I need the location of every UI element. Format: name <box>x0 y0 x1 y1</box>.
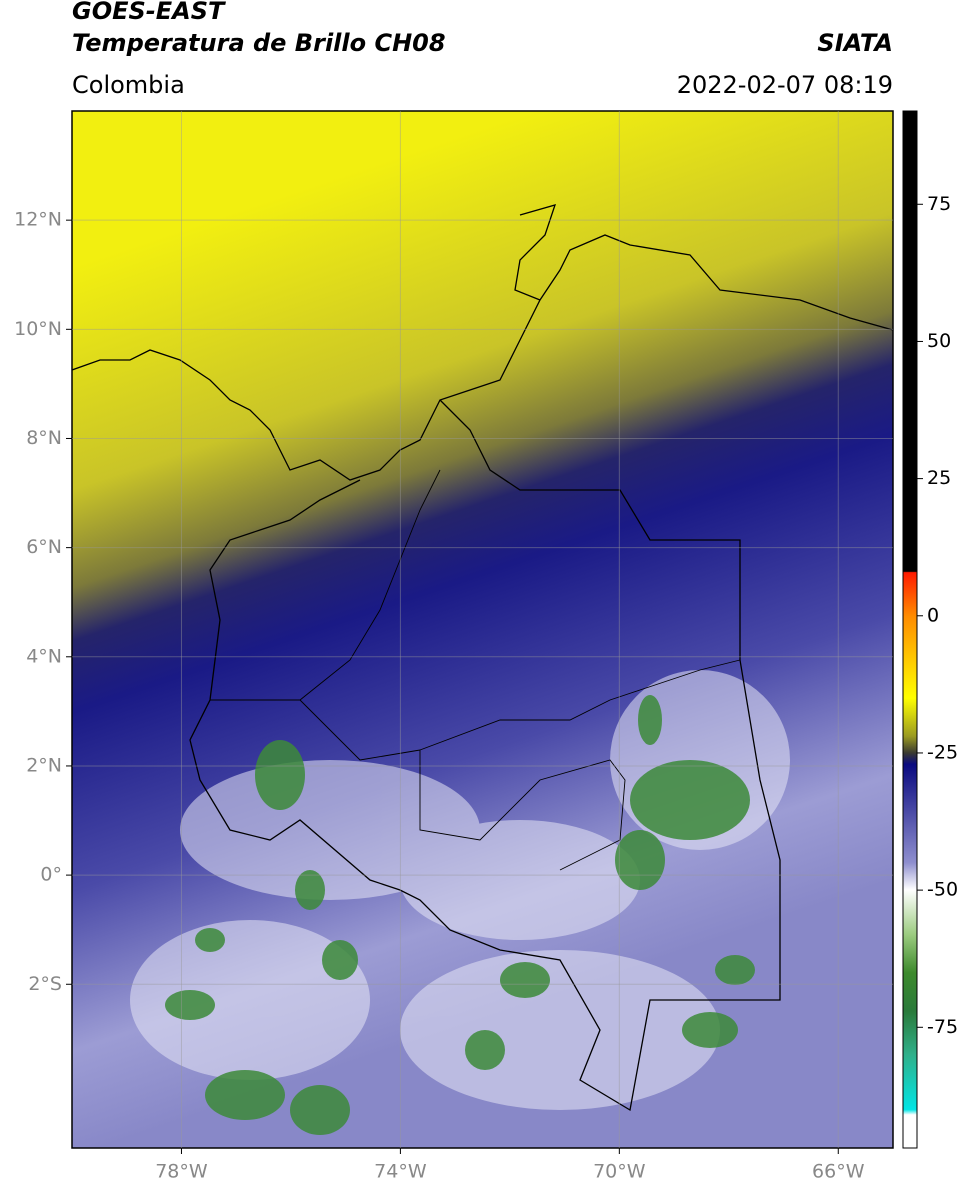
lon-tick-label: 78°W <box>155 1161 208 1183</box>
colorbar-tick-label: 0 <box>927 604 939 626</box>
source: SIATA <box>817 29 893 57</box>
lat-tick-label: 8°N <box>26 427 62 449</box>
lat-tick-label: 6°N <box>26 536 62 558</box>
map-frame <box>71 110 894 1149</box>
datetime: 2022-02-07 08:19 <box>677 71 893 99</box>
lat-tick-label: 2°S <box>28 973 62 995</box>
lat-tick-label: 2°N <box>26 754 62 776</box>
lat-tick-label: 12°N <box>14 209 62 231</box>
lon-tick-label: 66°W <box>812 1161 865 1183</box>
colorbar-tick-label: 50 <box>927 330 951 352</box>
title: GOES-EAST <box>72 0 226 25</box>
colorbar-tick-label: -75 <box>927 1016 958 1038</box>
colorbar-tick-label: -25 <box>927 741 958 763</box>
lat-tick-label: 0° <box>40 864 62 886</box>
satellite-image <box>72 111 893 1148</box>
lon-tick-label: 70°W <box>593 1161 646 1183</box>
region: Colombia <box>72 71 185 99</box>
colorbar-tick-label: 75 <box>927 193 951 215</box>
lat-tick-label: 10°N <box>14 318 62 340</box>
colorbar <box>902 110 918 1149</box>
subtitle: Temperatura de Brillo CH08 <box>72 29 446 57</box>
colorbar-tick-label: -50 <box>927 879 958 901</box>
lon-tick-label: 74°W <box>374 1161 427 1183</box>
lat-tick-label: 4°N <box>26 645 62 667</box>
colorbar-tick-label: 25 <box>927 467 951 489</box>
